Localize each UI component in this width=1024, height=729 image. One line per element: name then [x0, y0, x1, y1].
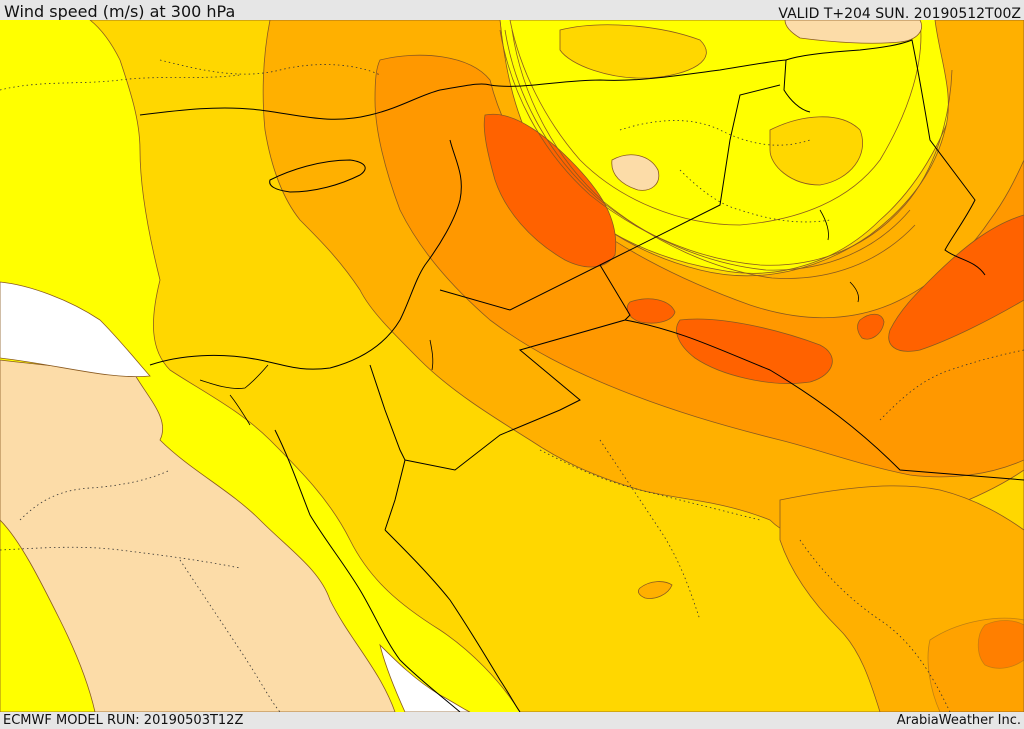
- jet-core-east: [676, 318, 833, 384]
- light-patch-north: [611, 154, 660, 191]
- weather-map[interactable]: [0, 20, 1024, 712]
- yellow-tongue-southwest: [0, 519, 96, 712]
- light-patch-northeast: [784, 20, 922, 44]
- wind-speed-contour-map: [0, 20, 1024, 712]
- country-borders: [139, 39, 1024, 712]
- coast-turkey-south: [139, 83, 491, 120]
- gold-patch-north-2: [769, 116, 863, 186]
- header-bar: Wind speed (m/s) at 300 hPa VALID T+204 …: [0, 0, 1024, 22]
- coast-red-sea-east: [384, 529, 521, 712]
- border-saudi-iraq: [624, 319, 1024, 481]
- contour-line-1: [499, 29, 953, 266]
- amber-patch-south: [638, 581, 673, 599]
- border-iraq-iran: [785, 39, 986, 276]
- contour-line-3: [511, 29, 916, 279]
- brand-label: ArabiaWeather Inc.: [896, 713, 1021, 728]
- border-jordan-saudi: [404, 264, 631, 471]
- valid-time: VALID T+204 SUN. 20190512T00Z: [778, 6, 1021, 22]
- no-data-patch-south: [379, 643, 471, 712]
- cyprus-outline: [269, 159, 366, 193]
- coast-red-sea-gulf: [274, 429, 461, 712]
- map-title: Wind speed (m/s) at 300 hPa: [4, 2, 236, 21]
- jet-core-far-east: [888, 214, 1024, 352]
- border-syria-iraq: [599, 84, 781, 266]
- water-details: [199, 209, 859, 426]
- border-turkey-syria: [489, 59, 811, 113]
- footer-bar: ECMWF MODEL RUN: 20190503T12Z ArabiaWeat…: [0, 712, 1024, 729]
- model-run-label: ECMWF MODEL RUN: 20190503T12Z: [3, 713, 244, 728]
- gold-patch-north-1: [559, 24, 707, 79]
- orange-patch-southeast: [927, 617, 1024, 712]
- coast-mediterranean-east: [149, 139, 462, 370]
- no-data-patch-west: [0, 281, 151, 377]
- contour-line-2: [504, 29, 911, 271]
- internal-boundaries: [0, 59, 1024, 712]
- border-israel-egypt: [369, 364, 406, 531]
- jet-core-small-east: [857, 313, 885, 340]
